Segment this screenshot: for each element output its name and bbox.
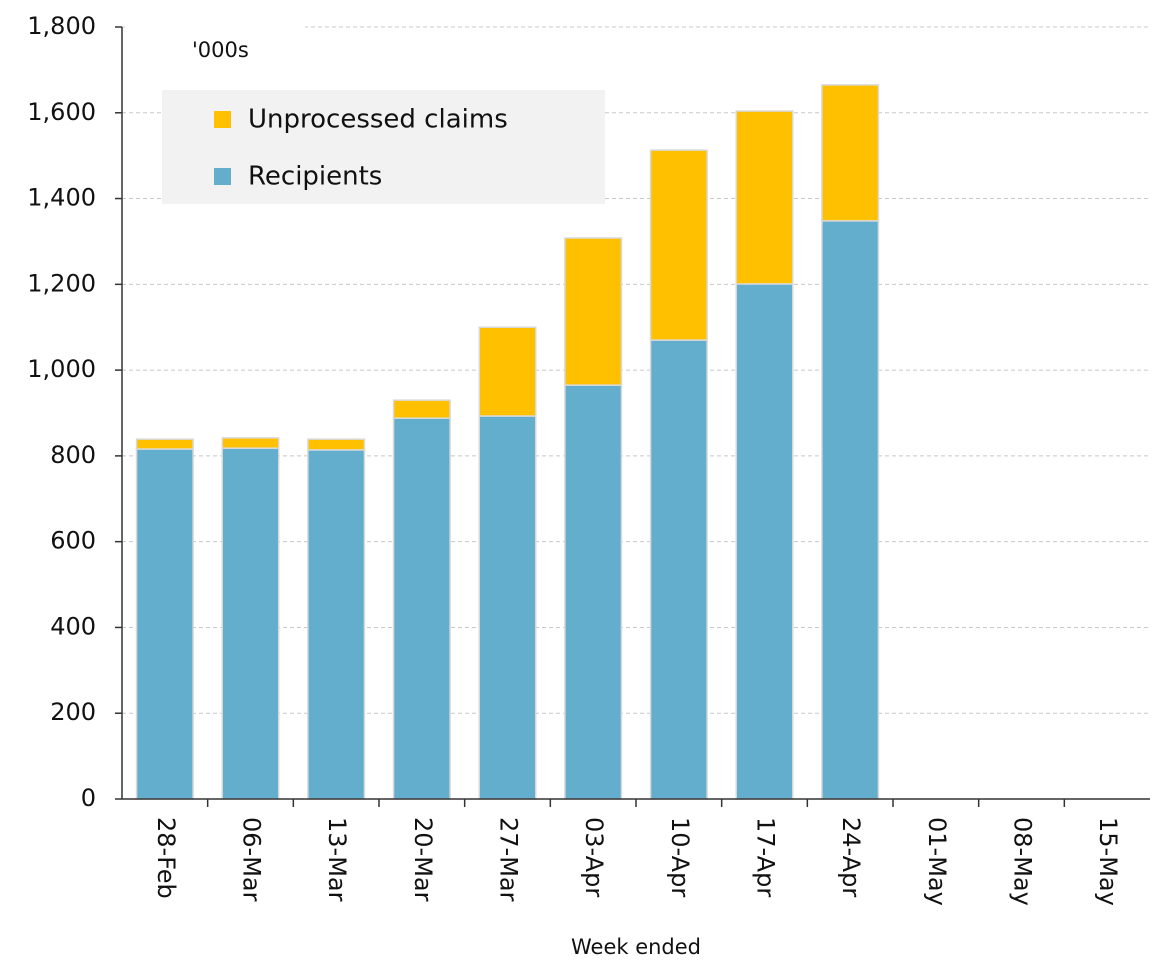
x-tick-label: 20-Mar <box>409 817 437 902</box>
bar <box>221 447 280 800</box>
y-tick-label: 1,600 <box>27 98 96 126</box>
bar <box>392 417 451 800</box>
annotation: '000s <box>192 38 249 62</box>
y-tick-label: 400 <box>50 612 96 640</box>
bar <box>735 283 794 800</box>
bar <box>564 384 623 800</box>
bar <box>307 438 366 451</box>
y-tick-label: 800 <box>50 441 96 469</box>
x-axis-label: Week ended <box>571 935 701 959</box>
bar <box>221 437 280 449</box>
x-tick-label: 15-May <box>1094 817 1122 906</box>
x-tick-label: 06-Mar <box>238 817 266 902</box>
x-tick-label: 03-Apr <box>580 817 608 897</box>
y-tick-label: 200 <box>50 698 96 726</box>
legend-swatch <box>214 111 231 128</box>
x-tick-label: 24-Apr <box>837 817 865 897</box>
bar <box>135 438 194 450</box>
y-tick-label: 1,800 <box>27 12 96 40</box>
y-tick-label: 0 <box>81 784 96 812</box>
legend-box <box>162 90 605 204</box>
bar <box>821 220 880 800</box>
bar <box>478 415 537 800</box>
bar <box>307 449 366 800</box>
bar <box>735 110 794 285</box>
x-tick-label: 27-Mar <box>495 817 523 902</box>
legend-label: Recipients <box>248 162 382 192</box>
x-tick-label: 13-Mar <box>323 817 351 902</box>
bar <box>821 84 880 222</box>
legend-swatch <box>214 168 231 185</box>
bar <box>564 237 623 386</box>
x-tick-label: 28-Feb <box>152 817 180 899</box>
x-tick-label: 17-Apr <box>752 817 780 897</box>
bar <box>392 399 451 419</box>
bar <box>649 149 708 341</box>
x-tick-label: 08-May <box>1009 817 1037 906</box>
bar <box>478 326 537 417</box>
y-tick-label: 1,400 <box>27 184 96 212</box>
y-tick-label: 600 <box>50 527 96 555</box>
annotation-background <box>125 10 305 44</box>
y-tick-label: 1,000 <box>27 355 96 383</box>
y-tick-label: 1,200 <box>27 269 96 297</box>
bar <box>649 339 708 800</box>
x-tick-label: 01-May <box>923 817 951 906</box>
x-tick-label: 10-Apr <box>666 817 694 897</box>
bar <box>135 448 194 800</box>
legend-label: Unprocessed claims <box>248 105 508 135</box>
